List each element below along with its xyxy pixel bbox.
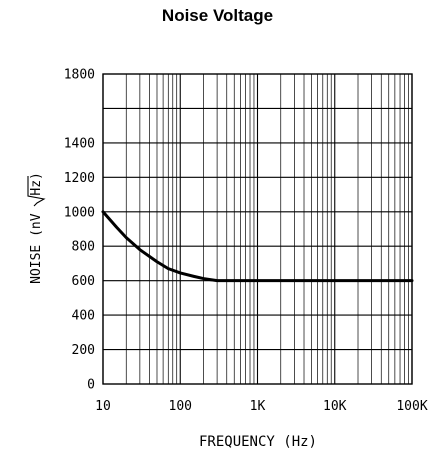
x-tick-label: 10K [323,399,347,414]
plot-frame [102,73,413,385]
y-axis-label-prefix: NOISE (nV [29,206,44,284]
chart-title: Noise Voltage [161,6,274,25]
series-layer [101,210,414,283]
y-tick-label: 200 [72,343,95,358]
y-axis-label-radicand: Hz [29,180,44,196]
svg-text:NOISE (nV Hz): NOISE (nV Hz) [29,172,44,284]
y-tick-label: 1800 [64,68,95,83]
x-tick-label: 100 [169,399,192,414]
y-tick-label: 0 [87,378,95,393]
y-tick-label: 1000 [64,205,95,220]
minor-gridlines [125,74,409,384]
y-tick-label: 1400 [64,136,95,151]
plot-border [102,73,413,385]
y-axis-label: NOISE (nV Hz) [27,172,46,284]
y-axis-label-suffix: ) [29,172,44,180]
x-tick-labels: 10 100 1K 10K 100K [95,399,428,414]
x-tick-label: 10 [95,399,111,414]
y-tick-label: 400 [72,309,95,324]
y-tick-label: 1200 [64,171,95,186]
x-tick-label: 1K [250,399,266,414]
noise-curve [101,210,414,283]
y-tick-label: 600 [72,274,95,289]
y-tick-label: 800 [72,240,95,255]
square-root-sign-icon [27,176,46,207]
y-tick-labels: 0 200 400 600 800 1000 1200 1400 1800 [64,68,95,393]
x-tick-label: 100K [396,399,427,414]
x-axis-label: FREQUENCY (Hz) [199,434,317,450]
